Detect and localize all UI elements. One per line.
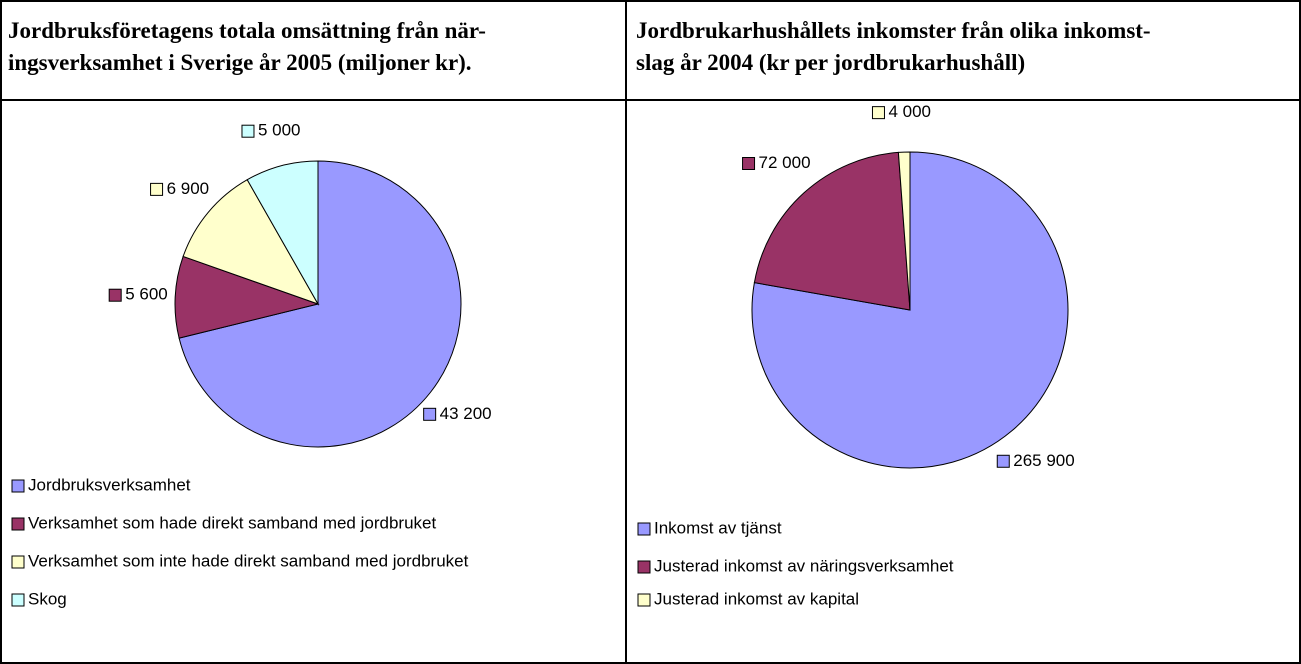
data-label: 6 900 xyxy=(150,179,210,198)
data-label: 5 600 xyxy=(108,285,168,304)
data-label: 43 200 xyxy=(423,404,492,423)
pie-slice xyxy=(182,179,320,305)
label-swatch xyxy=(108,288,122,302)
chart-title: Jordbruksföretagens totala omsättning fr… xyxy=(8,18,486,43)
label-swatch xyxy=(742,157,756,171)
data-label: 265 900 xyxy=(996,451,1075,470)
pie-slice xyxy=(753,151,911,311)
chart-title: Jordbrukarhushållets inkomster från olik… xyxy=(636,18,1151,43)
legend-label: Skog xyxy=(28,589,67,608)
legend-swatch xyxy=(11,555,25,569)
label-swatch xyxy=(423,407,437,421)
left-chart: Jordbruksföretagens totala omsättning fr… xyxy=(8,18,492,608)
legend-label: Justerad inkomst av näringsverksamhet xyxy=(654,556,954,575)
data-label-text: 43 200 xyxy=(440,404,492,423)
legend-swatch xyxy=(637,593,651,607)
legend-swatch xyxy=(11,517,25,531)
pie-slice xyxy=(897,151,911,311)
legend-swatch xyxy=(11,593,25,607)
data-label: 72 000 xyxy=(742,153,811,172)
right-chart: Jordbrukarhushållets inkomster från olik… xyxy=(636,18,1151,608)
label-swatch xyxy=(241,124,255,138)
pie-slice xyxy=(174,255,320,339)
label-swatch xyxy=(871,106,885,120)
data-label-text: 5 600 xyxy=(125,285,168,304)
legend-label: Verksamhet som inte hade direkt samband … xyxy=(28,551,469,570)
pie-slice xyxy=(246,160,319,306)
label-swatch xyxy=(150,182,164,196)
data-label-text: 6 900 xyxy=(167,179,210,198)
chart-title: slag år 2004 (kr per jordbrukarhushåll) xyxy=(636,50,1025,75)
data-label-text: 5 000 xyxy=(258,121,301,140)
data-label: 5 000 xyxy=(241,121,301,140)
legend-swatch xyxy=(637,560,651,574)
legend-label: Verksamhet som hade direkt samband med j… xyxy=(28,513,436,532)
data-label: 4 000 xyxy=(871,102,931,121)
data-label-text: 72 000 xyxy=(759,153,811,172)
legend-swatch xyxy=(11,479,25,493)
legend-swatch xyxy=(637,522,651,536)
data-label-text: 265 900 xyxy=(1013,451,1074,470)
legend-label: Jordbruksverksamhet xyxy=(28,475,191,494)
pie-slice xyxy=(178,160,462,448)
label-swatch xyxy=(996,454,1010,468)
data-label-text: 4 000 xyxy=(888,102,931,121)
chart-title: ingsverksamhet i Sverige år 2005 (miljon… xyxy=(8,50,472,75)
legend-label: Justerad inkomst av kapital xyxy=(654,589,859,608)
legend-label: Inkomst av tjänst xyxy=(654,518,782,537)
